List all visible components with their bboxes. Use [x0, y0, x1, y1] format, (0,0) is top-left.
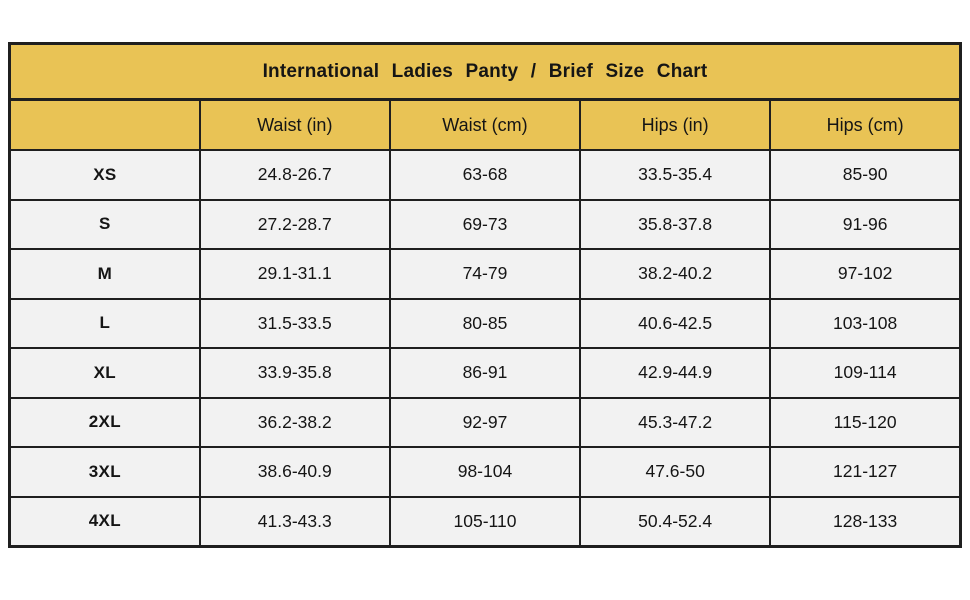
- table-row: XS 24.8-26.7 63-68 33.5-35.4 85-90: [8, 149, 962, 201]
- hips-cm-value: 103-108: [769, 297, 962, 349]
- hips-cm-value: 91-96: [769, 198, 962, 250]
- table-title-row: International Ladies Panty / Brief Size …: [8, 42, 962, 101]
- hips-in-value: 38.2-40.2: [579, 248, 772, 300]
- hips-in-value: 50.4-52.4: [579, 495, 772, 548]
- waist-in-value: 31.5-33.5: [198, 297, 391, 349]
- waist-in-value: 36.2-38.2: [198, 396, 391, 448]
- hips-in-value: 35.8-37.8: [579, 198, 772, 250]
- size-label: 2XL: [8, 396, 201, 448]
- hips-in-value: 45.3-47.2: [579, 396, 772, 448]
- waist-in-value: 29.1-31.1: [198, 248, 391, 300]
- hips-cm-value: 115-120: [769, 396, 962, 448]
- table-row: M 29.1-31.1 74-79 38.2-40.2 97-102: [8, 248, 962, 300]
- hips-in-value: 40.6-42.5: [579, 297, 772, 349]
- waist-in-value: 27.2-28.7: [198, 198, 391, 250]
- waist-in-value: 33.9-35.8: [198, 347, 391, 399]
- waist-in-value: 24.8-26.7: [198, 149, 391, 201]
- table-row: S 27.2-28.7 69-73 35.8-37.8 91-96: [8, 198, 962, 250]
- size-label: XS: [8, 149, 201, 201]
- size-label: S: [8, 198, 201, 250]
- header-hips-in: Hips (in): [579, 98, 772, 151]
- table-row: L 31.5-33.5 80-85 40.6-42.5 103-108: [8, 297, 962, 349]
- waist-in-value: 38.6-40.9: [198, 446, 391, 498]
- table-row: XL 33.9-35.8 86-91 42.9-44.9 109-114: [8, 347, 962, 399]
- waist-cm-value: 69-73: [388, 198, 582, 250]
- header-hips-cm: Hips (cm): [769, 98, 962, 151]
- header-waist-in: Waist (in): [198, 98, 391, 151]
- size-label: XL: [8, 347, 201, 399]
- hips-in-value: 33.5-35.4: [579, 149, 772, 201]
- hips-cm-value: 121-127: [769, 446, 962, 498]
- waist-cm-value: 80-85: [388, 297, 582, 349]
- hips-cm-value: 85-90: [769, 149, 962, 201]
- table-header-row: Waist (in) Waist (cm) Hips (in) Hips (cm…: [8, 98, 962, 151]
- size-chart-table: International Ladies Panty / Brief Size …: [8, 42, 962, 548]
- header-waist-cm: Waist (cm): [388, 98, 582, 151]
- table-row: 3XL 38.6-40.9 98-104 47.6-50 121-127: [8, 446, 962, 498]
- size-label: 3XL: [8, 446, 201, 498]
- waist-cm-value: 92-97: [388, 396, 582, 448]
- waist-in-value: 41.3-43.3: [198, 495, 391, 548]
- table-row: 2XL 36.2-38.2 92-97 45.3-47.2 115-120: [8, 396, 962, 448]
- hips-in-value: 42.9-44.9: [579, 347, 772, 399]
- size-label: L: [8, 297, 201, 349]
- hips-in-value: 47.6-50: [579, 446, 772, 498]
- hips-cm-value: 128-133: [769, 495, 962, 548]
- size-label: M: [8, 248, 201, 300]
- hips-cm-value: 97-102: [769, 248, 962, 300]
- table-row: 4XL 41.3-43.3 105-110 50.4-52.4 128-133: [8, 495, 962, 548]
- header-size-blank: [8, 98, 201, 151]
- size-label: 4XL: [8, 495, 201, 548]
- waist-cm-value: 105-110: [388, 495, 582, 548]
- waist-cm-value: 63-68: [388, 149, 582, 201]
- hips-cm-value: 109-114: [769, 347, 962, 399]
- table-title: International Ladies Panty / Brief Size …: [8, 42, 962, 101]
- waist-cm-value: 86-91: [388, 347, 582, 399]
- waist-cm-value: 98-104: [388, 446, 582, 498]
- waist-cm-value: 74-79: [388, 248, 582, 300]
